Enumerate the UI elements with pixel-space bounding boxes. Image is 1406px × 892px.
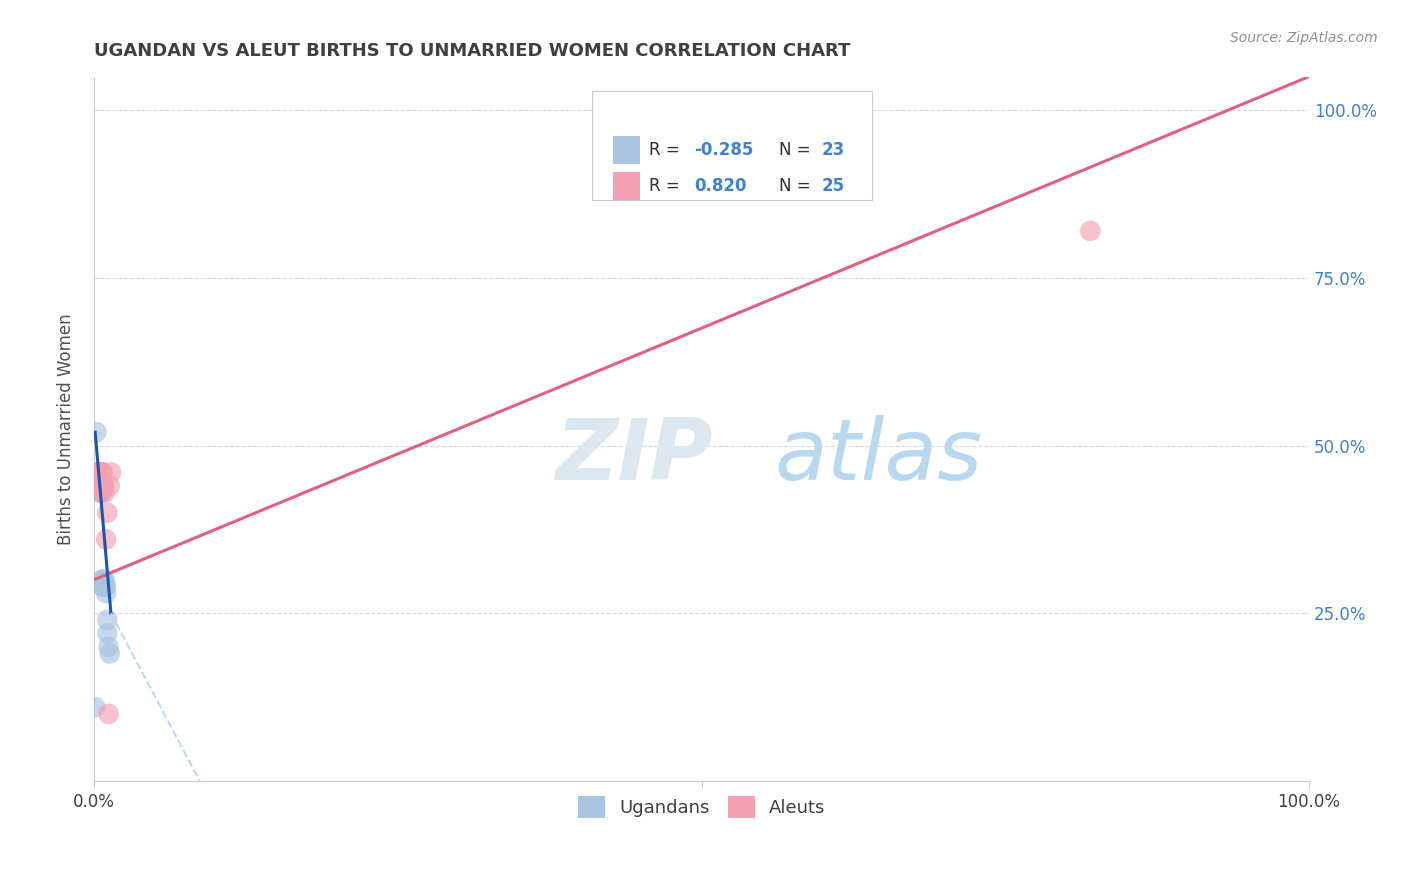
Point bbox=[94, 485, 117, 500]
Point bbox=[90, 479, 112, 493]
FancyBboxPatch shape bbox=[592, 91, 872, 200]
Point bbox=[89, 479, 111, 493]
Text: 0.820: 0.820 bbox=[695, 178, 747, 195]
Point bbox=[93, 579, 115, 593]
Text: R =: R = bbox=[650, 141, 685, 160]
Point bbox=[90, 479, 112, 493]
Point bbox=[90, 485, 112, 500]
Point bbox=[678, 103, 700, 117]
Point bbox=[93, 579, 115, 593]
Point bbox=[96, 613, 118, 627]
Text: N =: N = bbox=[779, 141, 815, 160]
Point bbox=[94, 586, 117, 600]
Text: atlas: atlas bbox=[775, 416, 983, 499]
Point bbox=[90, 485, 112, 500]
Legend: Ugandans, Aleuts: Ugandans, Aleuts bbox=[571, 789, 832, 825]
Point bbox=[87, 466, 110, 480]
Point bbox=[86, 466, 108, 480]
Point bbox=[714, 103, 737, 117]
Text: 25: 25 bbox=[821, 178, 845, 195]
Point bbox=[93, 479, 115, 493]
Point bbox=[727, 103, 749, 117]
Point bbox=[96, 506, 118, 520]
Point bbox=[91, 573, 114, 587]
Point bbox=[1078, 224, 1101, 238]
Point bbox=[666, 103, 689, 117]
FancyBboxPatch shape bbox=[613, 136, 640, 164]
Point bbox=[93, 479, 115, 493]
Point bbox=[96, 626, 118, 640]
Point bbox=[97, 706, 120, 721]
Text: 23: 23 bbox=[821, 141, 845, 160]
Point bbox=[94, 533, 117, 547]
Point bbox=[87, 466, 110, 480]
Point bbox=[91, 466, 114, 480]
Point bbox=[86, 466, 108, 480]
Text: R =: R = bbox=[650, 178, 685, 195]
Point bbox=[86, 425, 108, 439]
Point bbox=[97, 640, 120, 654]
Point bbox=[93, 579, 115, 593]
Point bbox=[94, 579, 117, 593]
FancyBboxPatch shape bbox=[613, 172, 640, 200]
Point bbox=[98, 647, 121, 661]
Point bbox=[86, 479, 108, 493]
Point bbox=[94, 573, 117, 587]
Point bbox=[91, 579, 114, 593]
Point bbox=[89, 485, 111, 500]
Point bbox=[84, 700, 107, 714]
Text: ZIP: ZIP bbox=[555, 416, 713, 499]
Text: UGANDAN VS ALEUT BIRTHS TO UNMARRIED WOMEN CORRELATION CHART: UGANDAN VS ALEUT BIRTHS TO UNMARRIED WOM… bbox=[94, 42, 851, 60]
Point bbox=[90, 485, 112, 500]
Point bbox=[94, 579, 117, 593]
Point bbox=[703, 103, 725, 117]
Point bbox=[89, 466, 111, 480]
Point bbox=[100, 466, 122, 480]
Point bbox=[89, 479, 111, 493]
Text: Source: ZipAtlas.com: Source: ZipAtlas.com bbox=[1230, 31, 1378, 45]
Point bbox=[690, 103, 713, 117]
Point bbox=[91, 466, 114, 480]
Point bbox=[696, 103, 718, 117]
Point bbox=[91, 573, 114, 587]
Text: N =: N = bbox=[779, 178, 815, 195]
Text: -0.285: -0.285 bbox=[695, 141, 754, 160]
Point bbox=[98, 479, 121, 493]
Y-axis label: Births to Unmarried Women: Births to Unmarried Women bbox=[58, 313, 75, 545]
